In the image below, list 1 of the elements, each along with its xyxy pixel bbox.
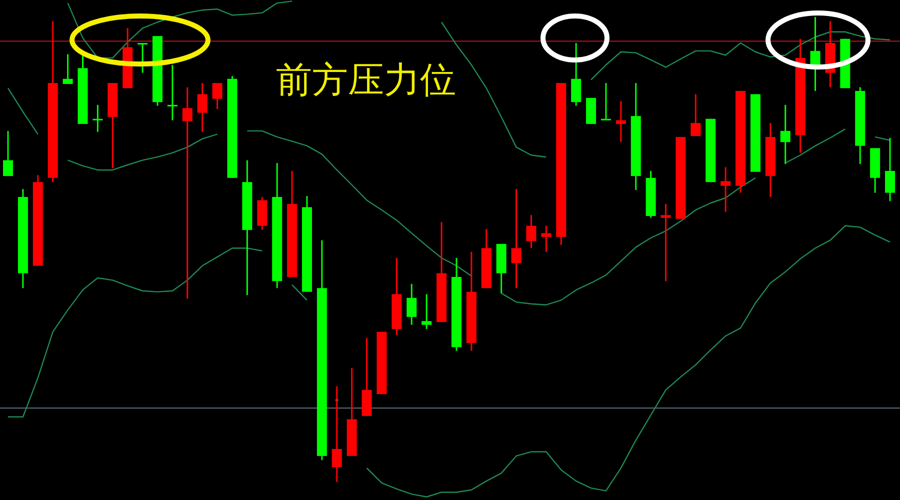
annotation: 前方压力位 xyxy=(276,59,456,100)
